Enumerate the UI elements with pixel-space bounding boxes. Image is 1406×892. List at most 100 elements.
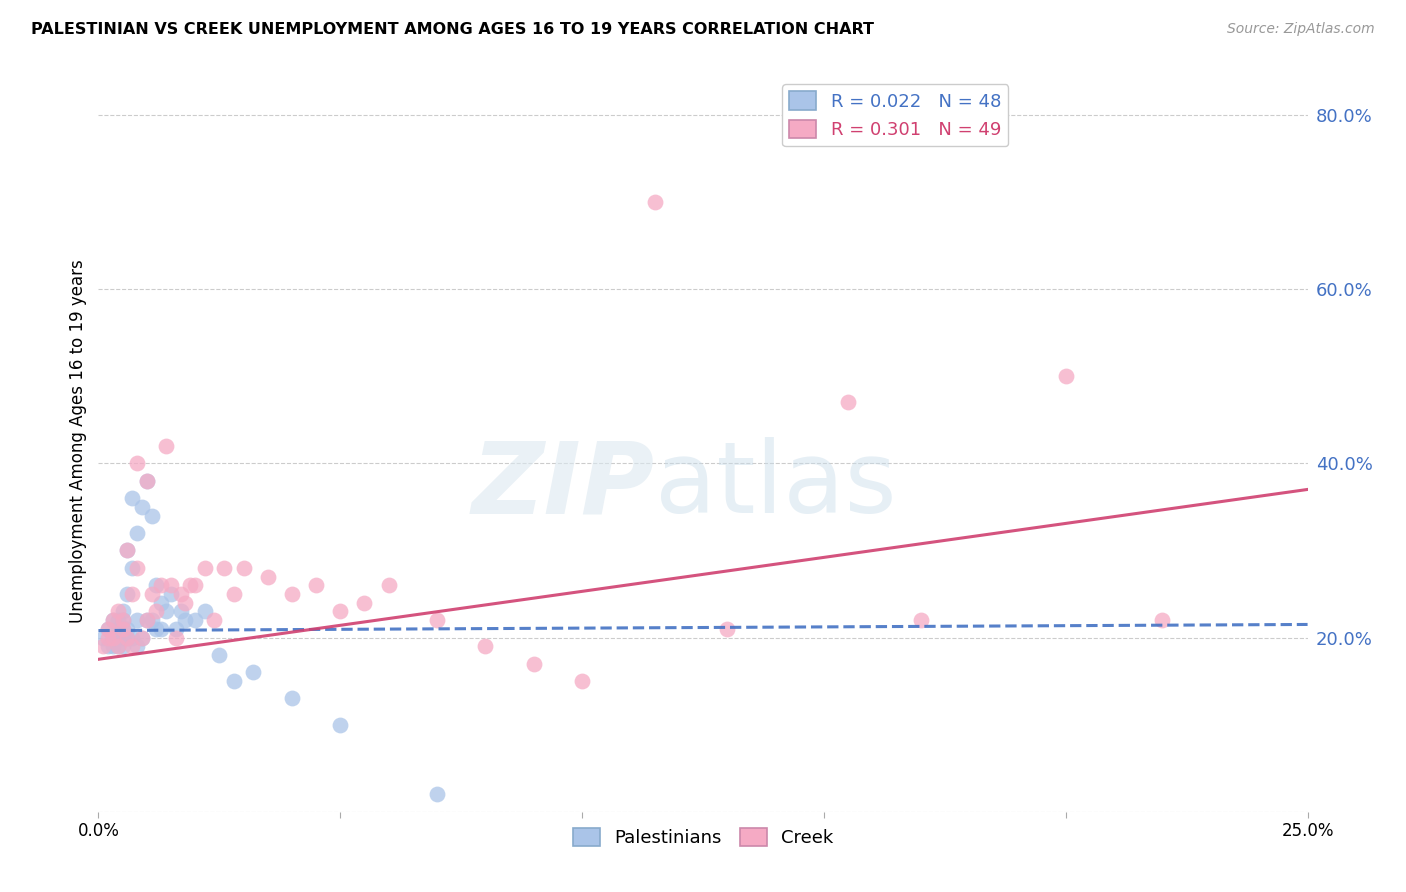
Point [837,395,859,409]
Point [165,631,187,645]
Point [353,596,375,610]
Point [169,604,191,618]
Point [523,657,546,671]
Point [111,631,134,645]
Point [141,508,163,523]
Point [101,613,124,627]
Point [179,578,201,592]
Point [101,639,124,653]
Point [121,491,143,505]
Point [329,604,352,618]
Point [208,648,231,662]
Point [135,474,157,488]
Text: Source: ZipAtlas.com: Source: ZipAtlas.com [1227,22,1375,37]
Point [111,622,134,636]
Point [426,787,449,801]
Point [474,639,496,653]
Text: ZIP: ZIP [471,437,655,534]
Point [111,604,134,618]
Point [111,613,134,627]
Point [910,613,932,627]
Point [329,717,352,731]
Point [204,613,226,627]
Point [242,665,264,680]
Point [111,613,134,627]
Point [426,613,449,627]
Point [165,622,187,636]
Point [117,587,139,601]
Point [97,631,120,645]
Point [232,561,254,575]
Point [97,639,120,653]
Point [131,500,153,514]
Point [107,639,129,653]
Point [111,622,134,636]
Legend: Palestinians, Creek: Palestinians, Creek [565,821,841,855]
Point [131,631,153,645]
Point [111,639,134,653]
Point [107,613,129,627]
Point [141,613,163,627]
Point [155,604,177,618]
Point [571,674,593,689]
Point [107,631,129,645]
Point [91,639,114,653]
Point [222,587,245,601]
Point [135,613,157,627]
Point [135,613,157,627]
Point [150,622,173,636]
Point [141,587,163,601]
Point [117,543,139,558]
Point [127,639,149,653]
Point [281,691,304,706]
Point [222,674,245,689]
Point [184,578,207,592]
Point [145,622,167,636]
Point [117,631,139,645]
Point [194,604,217,618]
Y-axis label: Unemployment Among Ages 16 to 19 years: Unemployment Among Ages 16 to 19 years [69,260,87,624]
Point [256,569,278,583]
Point [127,561,149,575]
Point [101,631,124,645]
Point [174,613,197,627]
Point [117,622,139,636]
Point [1152,613,1174,627]
Point [644,194,666,209]
Point [174,596,197,610]
Point [121,639,143,653]
Point [127,613,149,627]
Point [212,561,235,575]
Point [101,631,124,645]
Point [107,604,129,618]
Point [281,587,304,601]
Point [97,622,120,636]
Point [131,631,153,645]
Point [97,622,120,636]
Point [150,596,173,610]
Point [160,587,183,601]
Point [121,587,143,601]
Point [101,613,124,627]
Point [91,631,114,645]
Point [155,439,177,453]
Point [184,613,207,627]
Point [305,578,328,592]
Point [127,456,149,470]
Point [169,587,191,601]
Point [121,631,143,645]
Point [716,622,738,636]
Point [150,578,173,592]
Point [107,622,129,636]
Point [145,604,167,618]
Point [160,578,183,592]
Point [135,474,157,488]
Point [121,561,143,575]
Text: PALESTINIAN VS CREEK UNEMPLOYMENT AMONG AGES 16 TO 19 YEARS CORRELATION CHART: PALESTINIAN VS CREEK UNEMPLOYMENT AMONG … [31,22,875,37]
Point [1054,369,1077,384]
Point [117,543,139,558]
Point [107,639,129,653]
Point [117,631,139,645]
Text: atlas: atlas [655,437,896,534]
Point [194,561,217,575]
